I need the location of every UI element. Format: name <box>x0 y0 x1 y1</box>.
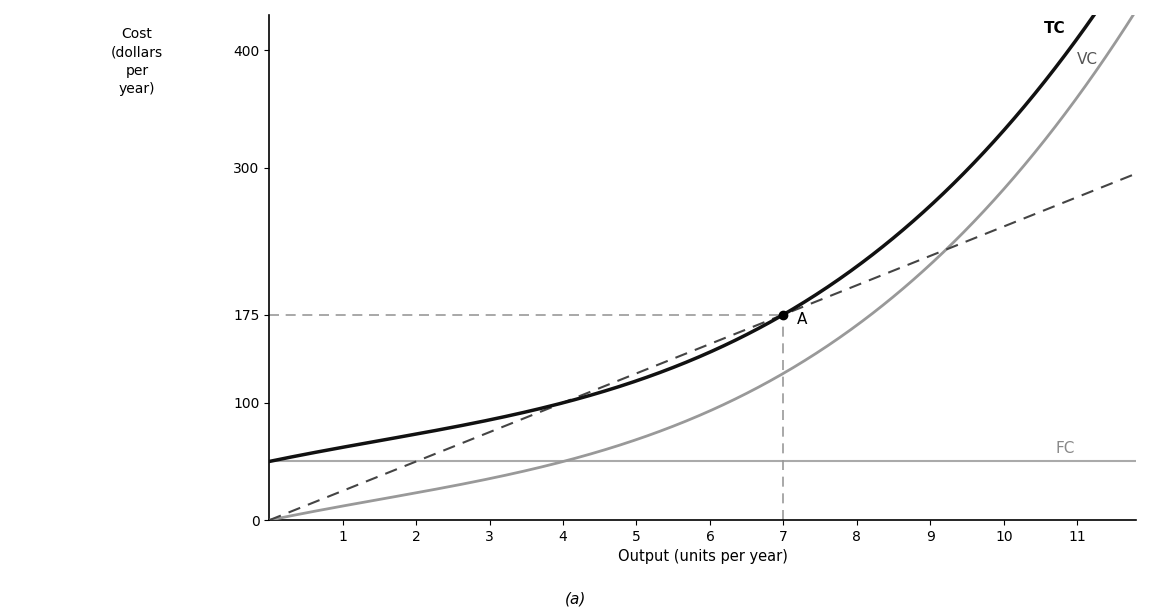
Text: Cost
(dollars
per
year): Cost (dollars per year) <box>110 27 163 96</box>
X-axis label: Output (units per year): Output (units per year) <box>618 550 787 564</box>
Text: TC: TC <box>1044 21 1066 35</box>
Text: VC: VC <box>1077 52 1098 67</box>
Text: FC: FC <box>1055 441 1075 456</box>
Text: A: A <box>796 312 807 327</box>
Text: (a): (a) <box>565 592 586 607</box>
